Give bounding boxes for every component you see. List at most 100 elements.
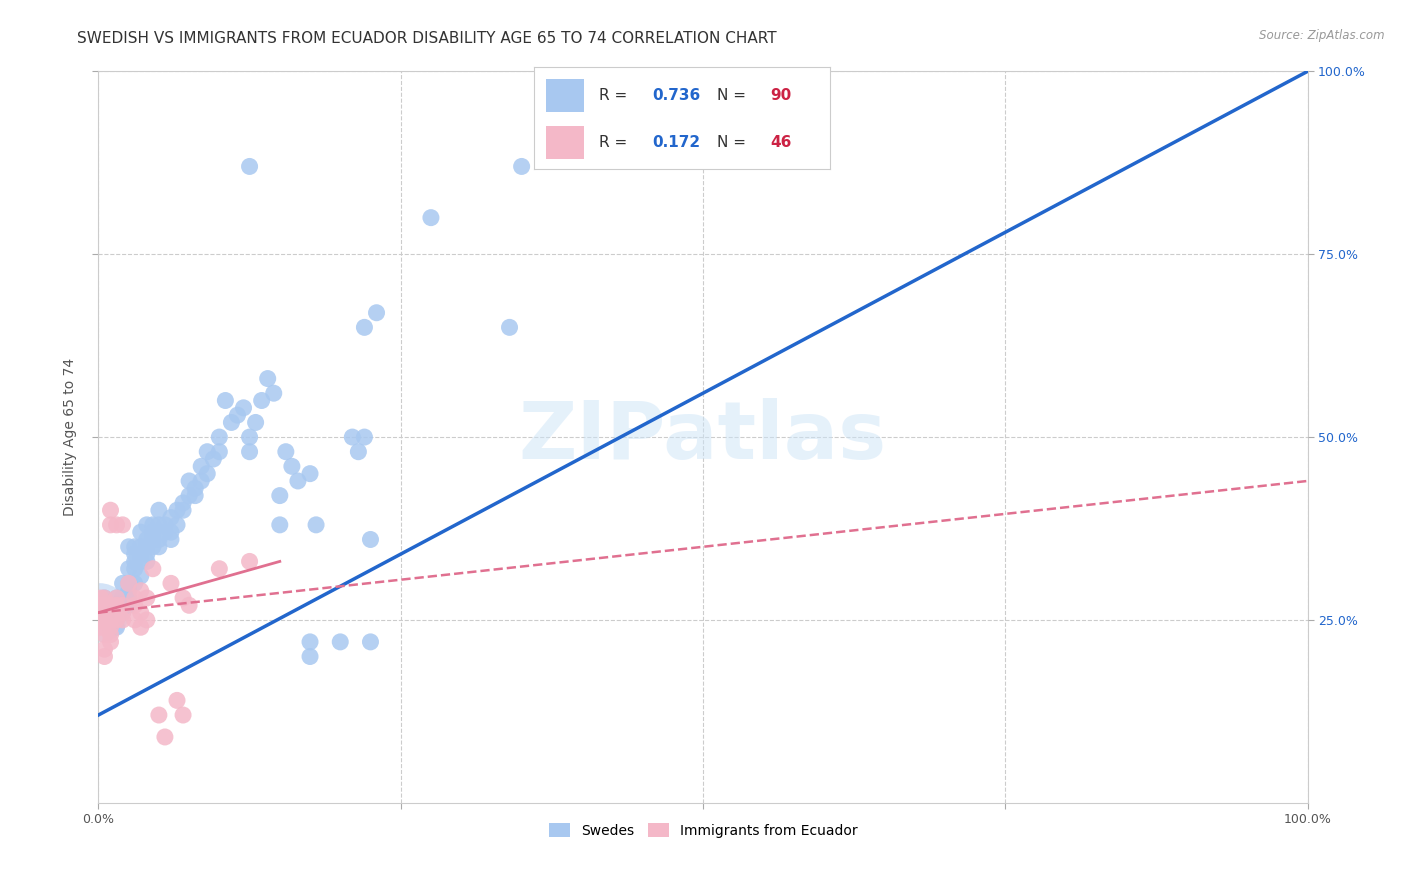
Point (93, 599, 115, 613)
Point (172, 503, 194, 517)
Point (239, 160, 262, 174)
Bar (546, 127, 585, 159)
Point (124, 599, 146, 613)
Point (299, 467, 322, 481)
Point (129, 583, 152, 598)
Point (148, 533, 170, 547)
Point (160, 525, 183, 540)
Point (124, 613, 146, 627)
Point (129, 606, 152, 620)
Point (250, 393, 273, 408)
Point (208, 562, 231, 576)
Point (226, 408, 249, 422)
Point (184, 489, 207, 503)
Point (124, 547, 146, 561)
Point (153, 517, 176, 532)
Point (347, 444, 370, 458)
Point (111, 613, 134, 627)
Point (232, 401, 254, 415)
Point (124, 576, 146, 591)
Point (195, 444, 218, 458)
Point (93, 627, 115, 641)
Point (118, 576, 141, 591)
Point (111, 517, 134, 532)
Point (342, 430, 364, 444)
Point (239, 554, 262, 568)
Point (135, 547, 157, 561)
Text: 46: 46 (770, 136, 792, 151)
Point (287, 474, 309, 488)
Point (105, 599, 128, 613)
Point (202, 452, 225, 467)
Text: Source: ZipAtlas.com: Source: ZipAtlas.com (1260, 29, 1385, 42)
Point (105, 591, 128, 605)
Point (142, 540, 165, 554)
Point (105, 620, 128, 634)
Legend: Swedes, Immigrants from Ecuador: Swedes, Immigrants from Ecuador (543, 817, 863, 844)
Text: N =: N = (717, 88, 751, 103)
Point (111, 606, 134, 620)
Point (118, 576, 141, 591)
Point (111, 599, 134, 613)
Point (93, 599, 115, 613)
Point (129, 547, 152, 561)
Point (353, 430, 375, 444)
Point (100, 517, 122, 532)
Y-axis label: Disability Age 65 to 74: Disability Age 65 to 74 (63, 358, 77, 516)
Point (93, 591, 115, 605)
Point (129, 620, 152, 634)
Text: ZIPatlas: ZIPatlas (519, 398, 887, 476)
Point (160, 533, 183, 547)
Text: 90: 90 (770, 88, 792, 103)
Point (160, 510, 183, 524)
Point (90, 606, 112, 620)
Point (195, 467, 218, 481)
Point (142, 562, 165, 576)
Point (135, 591, 157, 605)
Point (299, 635, 322, 649)
Point (686, 64, 709, 78)
Point (135, 554, 157, 568)
Point (179, 489, 201, 503)
Point (142, 525, 165, 540)
Point (269, 489, 291, 503)
Point (100, 635, 122, 649)
Point (221, 416, 243, 430)
Point (498, 320, 520, 334)
Point (245, 416, 267, 430)
Point (166, 517, 188, 532)
Point (118, 583, 141, 598)
Point (118, 599, 141, 613)
Point (135, 613, 157, 627)
Point (90, 620, 112, 634)
Point (135, 533, 157, 547)
Point (111, 591, 134, 605)
Point (305, 517, 328, 532)
Point (118, 591, 141, 605)
Point (100, 613, 122, 627)
Point (100, 599, 122, 613)
Point (105, 517, 128, 532)
Point (263, 386, 285, 401)
Point (148, 708, 170, 723)
Point (129, 554, 152, 568)
Point (179, 599, 201, 613)
Point (111, 576, 134, 591)
Point (360, 635, 382, 649)
Point (172, 496, 194, 510)
Point (148, 540, 170, 554)
Point (142, 517, 165, 532)
Point (135, 540, 157, 554)
Point (239, 444, 262, 458)
Point (100, 599, 122, 613)
Point (190, 459, 212, 474)
Point (142, 533, 165, 547)
Point (274, 444, 297, 458)
Point (166, 503, 188, 517)
Text: SWEDISH VS IMMIGRANTS FROM ECUADOR DISABILITY AGE 65 TO 74 CORRELATION CHART: SWEDISH VS IMMIGRANTS FROM ECUADOR DISAB… (77, 31, 778, 46)
Point (93, 591, 115, 605)
Point (214, 393, 236, 408)
Point (118, 562, 141, 576)
Point (148, 517, 170, 532)
Point (124, 540, 146, 554)
